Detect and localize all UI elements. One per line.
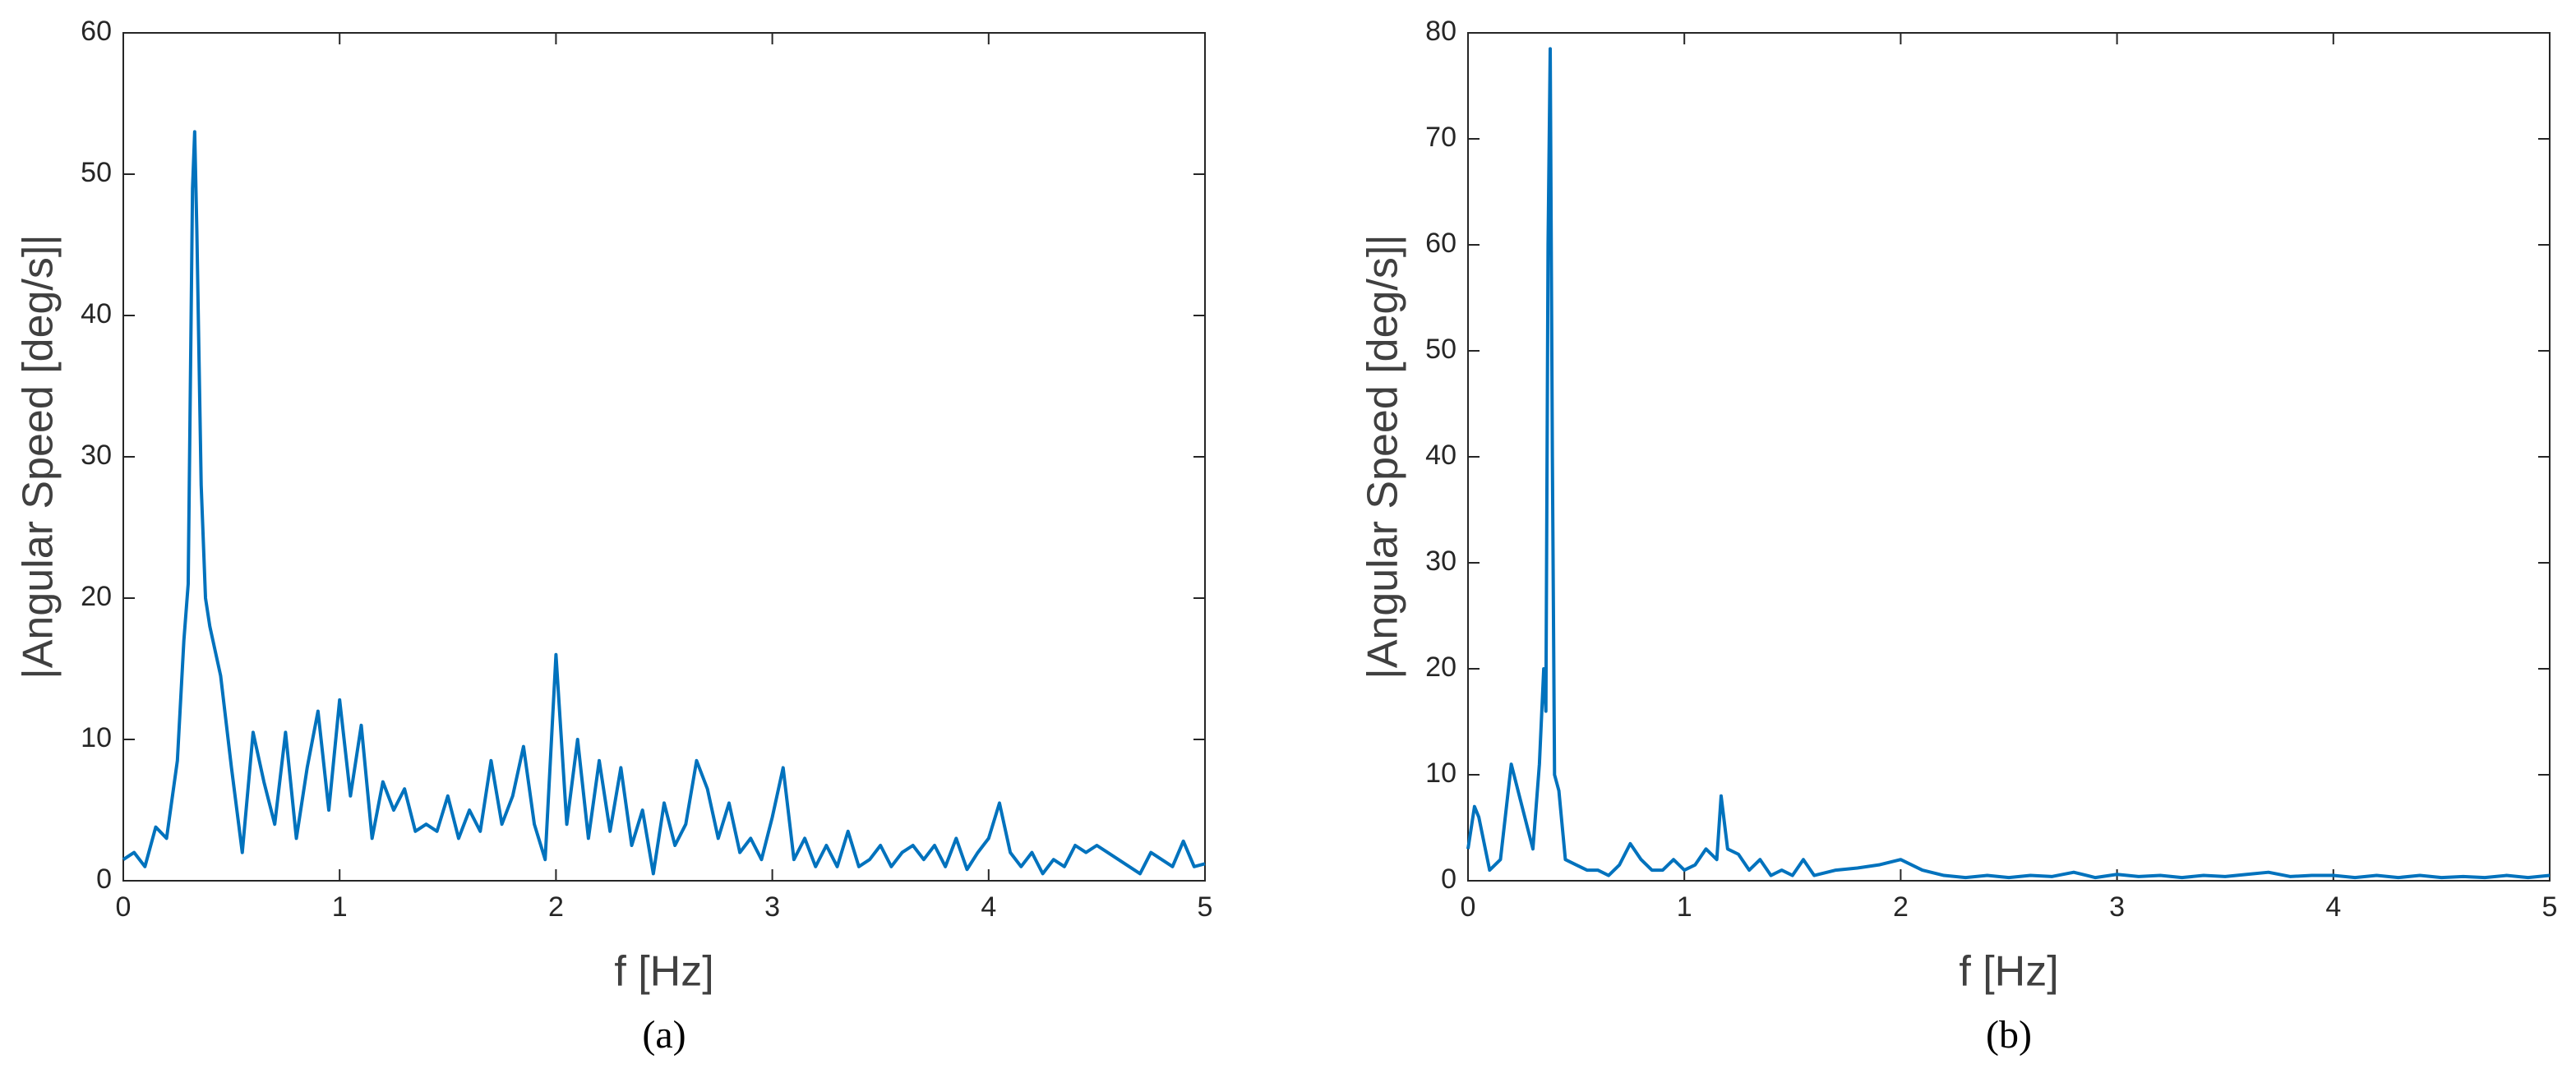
y-axis-label: |Angular Speed [deg/s]| (1360, 234, 1407, 679)
x-tick-label: 0 (116, 891, 132, 923)
data-line (122, 130, 1206, 876)
x-tick-label: 1 (1677, 891, 1692, 923)
y-tick-label: 10 (1425, 758, 1457, 789)
plot-area (1467, 32, 2551, 882)
y-axis-label: |Angular Speed [deg/s]| (15, 234, 62, 679)
y-tick-label: 60 (81, 16, 112, 47)
y-tick-label: 30 (81, 440, 112, 471)
x-tick-label: 1 (332, 891, 348, 923)
x-tick-label: 5 (2542, 891, 2558, 923)
x-tick-label: 5 (1198, 891, 1213, 923)
x-tick-label: 4 (981, 891, 996, 923)
x-tick-label: 3 (764, 891, 780, 923)
x-axis-label: f [Hz] (1959, 948, 2058, 996)
x-tick-label: 0 (1461, 891, 1476, 923)
x-tick-label: 4 (2325, 891, 2341, 923)
y-tick-label: 20 (81, 581, 112, 612)
y-tick-label: 40 (81, 298, 112, 329)
plot-area (122, 32, 1206, 882)
y-tick-label: 40 (1425, 440, 1457, 471)
y-tick-label: 0 (1441, 863, 1457, 895)
y-tick-label: 70 (1425, 122, 1457, 153)
y-tick-label: 80 (1425, 16, 1457, 47)
caption: (b) (1986, 1013, 2032, 1057)
x-tick-label: 3 (2109, 891, 2125, 923)
y-tick-label: 0 (96, 863, 112, 895)
y-tick-label: 50 (1425, 334, 1457, 365)
x-tick-label: 2 (1893, 891, 1909, 923)
x-tick-label: 2 (548, 891, 564, 923)
caption: (a) (642, 1013, 686, 1057)
y-tick-label: 20 (1425, 652, 1457, 683)
y-tick-label: 30 (1425, 546, 1457, 577)
y-tick-label: 10 (81, 722, 112, 753)
x-axis-label: f [Hz] (614, 948, 713, 996)
data-line (1466, 47, 2551, 880)
y-tick-label: 50 (81, 157, 112, 188)
y-tick-label: 60 (1425, 228, 1457, 259)
